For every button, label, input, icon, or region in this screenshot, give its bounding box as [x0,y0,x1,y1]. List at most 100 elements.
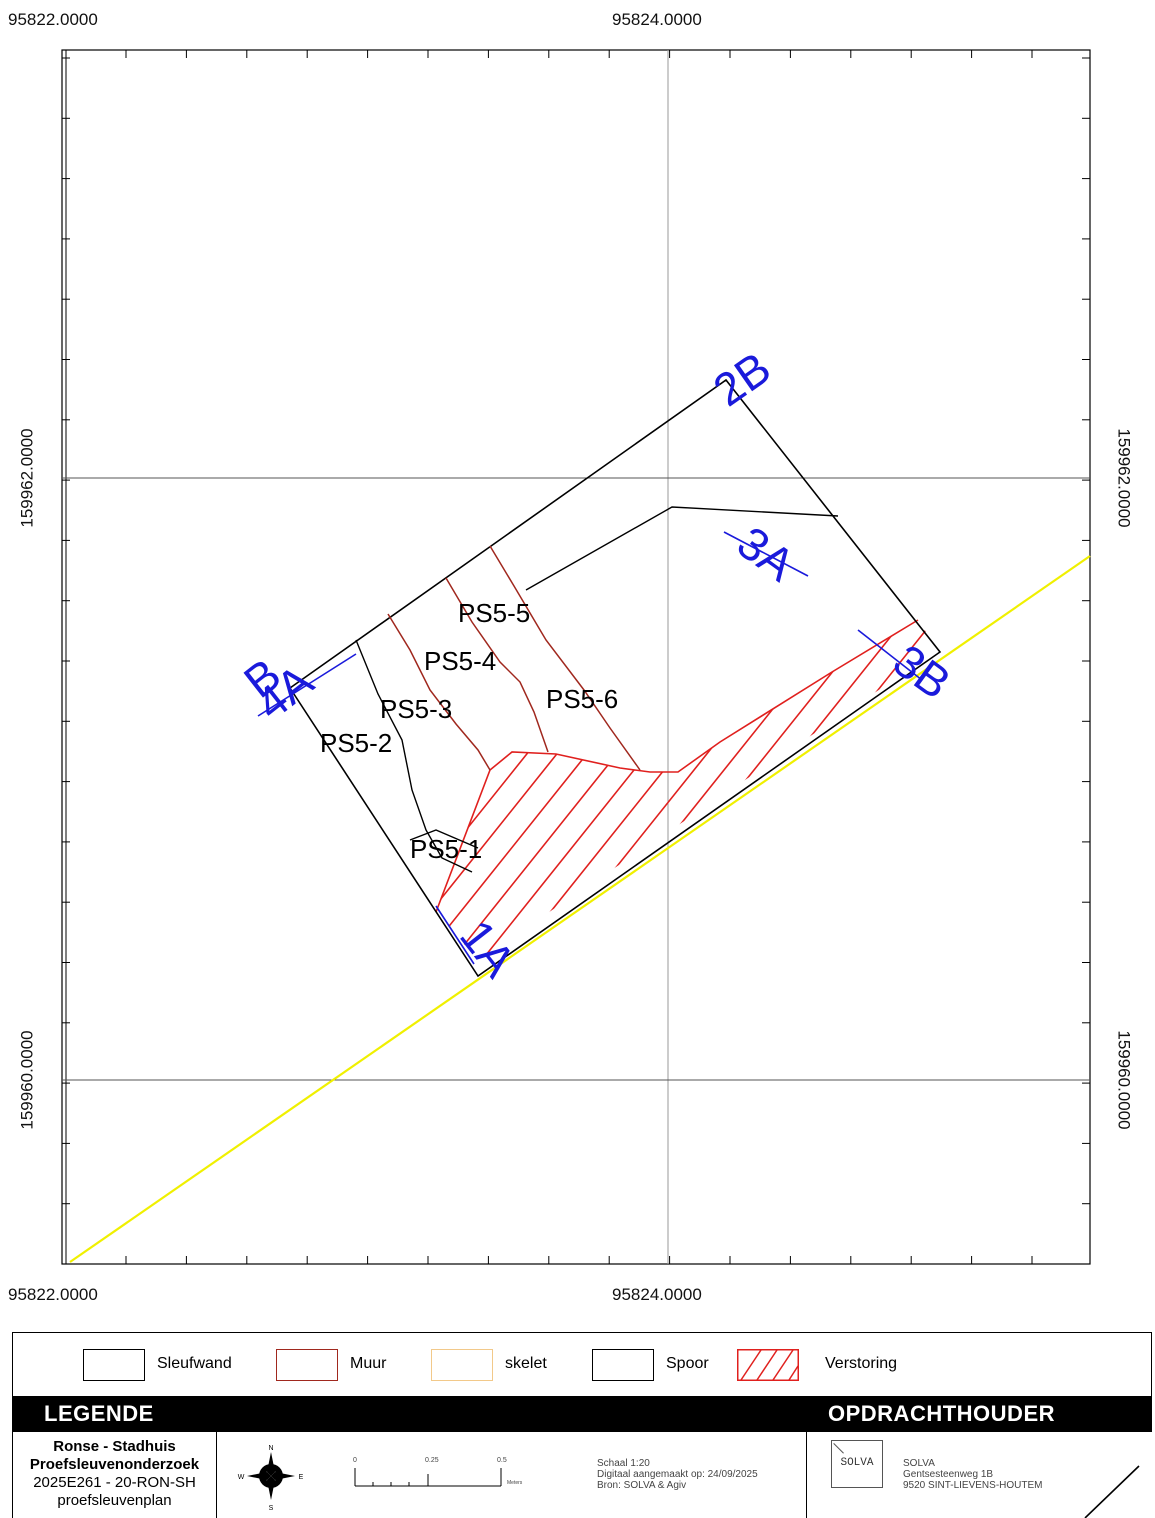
hatch-line [0,300,290,1000]
legend-swatch-verstoring [737,1349,799,1381]
hatch-line [436,620,938,960]
hatch-line [1050,300,1155,1000]
spoor-line-ps5-1 [409,829,479,849]
hatch-line [809,620,938,960]
map-canvas[interactable]: PS5-5 PS5-4 PS5-6 PS5-3 PS5-2 PS5-1 2B 3… [0,0,1155,1330]
hatch-line [436,620,861,960]
hatch-line [1110,300,1155,1000]
project-plan: proefsleuvenplan [57,1492,172,1509]
south-label: S [269,1505,274,1512]
corner-decoration [1084,1465,1140,1518]
project-info: Ronse - Stadhuis Proefsleuvenonderzoek 2… [13,1432,217,1518]
spoor-line-ps5-2 [355,639,473,873]
hatch-line [929,620,938,960]
x-coord-top-left: 95822.0000 [8,10,98,29]
wall-line-ps5-3 [387,613,491,771]
profile-label-2b: 2B [704,341,780,416]
client-address-street: Gentsesteenweg 1B [903,1469,994,1480]
hatch-line [436,620,651,960]
disturbance-hatch [0,300,1155,1000]
client-block: SOLVA SOLVA Gentsesteenweg 1B 9520 SINT-… [807,1432,1153,1518]
profile-line-3a [723,531,809,577]
legend-label-verstoring: Verstoring [825,1355,898,1372]
scale-text: Schaal 1:20 [597,1458,650,1469]
data-source: Bron: SOLVA & Agiv [597,1480,687,1491]
hatch-line [960,300,1155,1000]
frame-ticks [62,50,1090,1265]
hatch-line [0,300,260,1000]
hatch-line [629,620,938,960]
profile-line-3b [857,629,923,681]
parcel-boundary-line [69,555,1091,1263]
hatch-line [1080,300,1155,1000]
hatch-line [0,300,380,1000]
legend-swatch-skelet [431,1349,493,1381]
x-coord-bottom-left: 95822.0000 [8,1285,98,1304]
solva-logo-text: SOLVA [840,1457,874,1469]
legend-label-spoor: Spoor [666,1355,709,1372]
hatch-line [436,620,591,960]
project-code: 2025E261 - 20-RON-SH [33,1474,196,1491]
profile-label-3a: 3A [728,516,804,591]
wall-line-ps5-4 [445,577,549,753]
hatch-line [779,620,938,960]
east-label: E [299,1474,304,1481]
legend-title-bar: LEGENDE OPDRACHTHOUDER [12,1396,1152,1432]
legend-label-sleufwand: Sleufwand [157,1355,232,1372]
legend-swatch-muur [276,1349,338,1381]
scale-unit: Meters [507,1480,523,1486]
profile-line-4a [257,653,357,717]
legend-row: Sleufwand Muur skelet Spoor Verstoring [12,1332,1152,1396]
hatch-line [599,620,938,960]
north-label: N [268,1445,273,1452]
project-type: Proefsleuvenonderzoek [29,1456,200,1473]
disturbance-outline [435,619,919,913]
label-ps5-2: PS5-2 [320,728,392,758]
x-coord-bottom-center: 95824.0000 [612,1285,702,1304]
scale-tick-end: 0.5 [497,1457,507,1464]
client-name: SOLVA [903,1458,935,1469]
label-ps5-5: PS5-5 [458,598,530,628]
profile-line-1a [435,905,475,965]
scale-bar: 0 0.25 0.5 Meters [353,1457,523,1487]
hatch-line [436,620,891,960]
west-label: W [238,1474,245,1481]
hatch-line [436,620,801,960]
hatch-line [0,300,350,1000]
hatch-line [436,620,621,960]
label-ps5-3: PS5-3 [380,694,452,724]
legend-swatch-sleufwand [83,1349,145,1381]
legend-label-muur: Muur [350,1355,387,1372]
label-ps5-6: PS5-6 [546,684,618,714]
x-coord-top-center: 95824.0000 [612,10,702,29]
client-address-city: 9520 SINT-LIEVENS-HOUTEM [903,1480,1043,1491]
north-arrow-icon: N E S W [238,1445,304,1512]
hatch-line [990,300,1155,1000]
hatch-line [0,300,320,1000]
label-ps5-4: PS5-4 [424,646,496,676]
project-name: Ronse - Stadhuis [53,1438,176,1455]
spoor-line-upper [525,506,839,591]
scale-tick-0: 0 [353,1457,357,1464]
label-ps5-1: PS5-1 [410,834,482,864]
hatch-line [436,620,471,960]
legend-title: LEGENDE [44,1401,154,1426]
scale-tick-mid: 0.25 [425,1457,439,1464]
map-elements: N E S W 0 0.25 0.5 Meters Schaal 1:20 Di… [217,1432,807,1518]
title-block: Ronse - Stadhuis Proefsleuvenonderzoek 2… [12,1432,1152,1518]
profile-label-1a: 1A [450,910,526,987]
hatch-line [1020,300,1155,1000]
profile-label-3b: 3B [884,634,960,709]
hatch-line [839,620,938,960]
map-frame [61,49,1091,1265]
legend-label-skelet: skelet [505,1355,547,1372]
legend-swatch-spoor [592,1349,654,1381]
hatch-line [436,620,681,960]
hatch-line [539,620,938,960]
solva-logo: SOLVA [831,1440,883,1488]
hatch-line [1140,300,1155,1000]
trench-outline [288,378,942,978]
hatch-line [569,620,938,960]
creation-date: Digitaal aangemaakt op: 24/09/2025 [597,1469,758,1480]
wall-line-ps5-6 [489,545,641,771]
